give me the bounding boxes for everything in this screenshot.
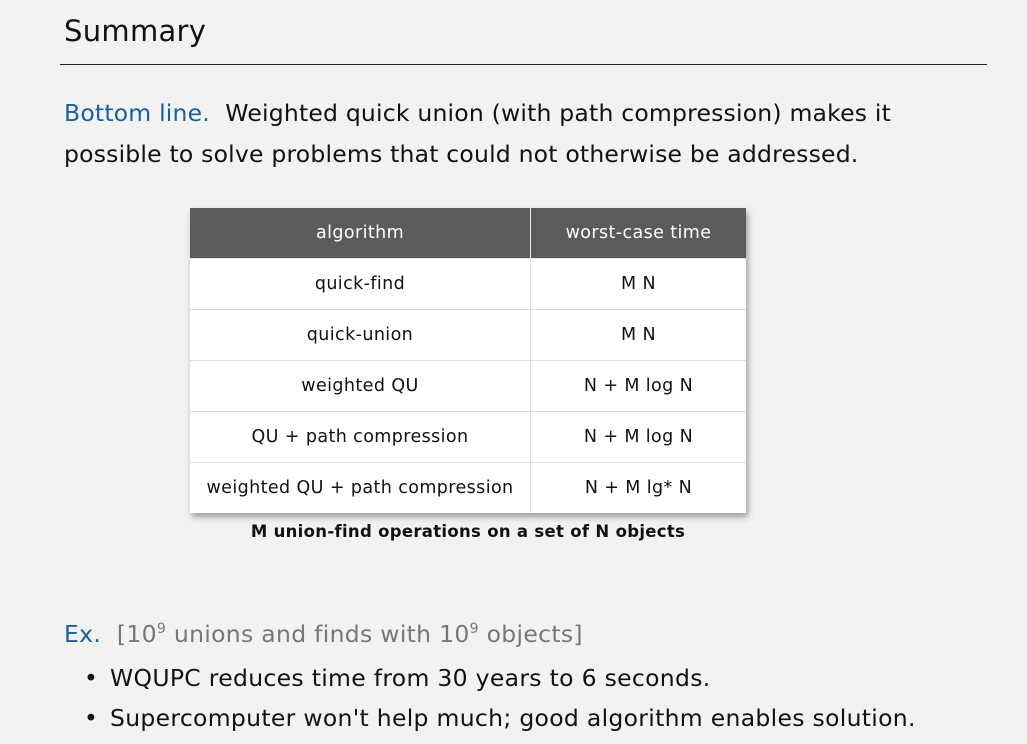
example-bracket-open: [10 <box>116 620 157 648</box>
table-header-row: algorithm worst-case time <box>190 208 746 259</box>
bullet-icon: • <box>84 664 99 692</box>
table-row: QU + path compression N + M log N <box>190 411 746 463</box>
column-header-algorithm: algorithm <box>190 208 531 259</box>
list-item: • Supercomputer won't help much; good alg… <box>84 700 916 740</box>
page-title: Summary <box>64 14 207 48</box>
bottom-line-label: Bottom line. <box>64 99 210 127</box>
complexity-table: algorithm worst-case time quick-find M N… <box>190 208 746 513</box>
example-bracket: [109 unions and finds with 109 objects] <box>117 620 583 648</box>
table-row: quick-find M N <box>190 258 746 310</box>
example-label: Ex. <box>64 620 102 648</box>
example-mid-text: unions and finds with 10 <box>166 620 470 648</box>
algorithm-cell: weighted QU + path compression <box>190 462 531 513</box>
list-item: • WQUPC reduces time from 30 years to 6 s… <box>84 660 916 700</box>
table-caption: M union-find operations on a set of N ob… <box>250 522 686 541</box>
example-bullet-list: • WQUPC reduces time from 30 years to 6 s… <box>84 660 916 740</box>
time-cell: N + M lg* N <box>530 462 746 513</box>
time-cell: N + M log N <box>530 360 746 412</box>
table-row: weighted QU + path compression N + M lg*… <box>190 462 746 513</box>
bottom-line-paragraph: Bottom line. Weighted quick union (with … <box>64 93 964 175</box>
exponent-2: 9 <box>469 621 479 637</box>
algorithm-cell: quick-find <box>190 258 531 310</box>
time-cell: M N <box>530 309 746 361</box>
table-row: weighted QU N + M log N <box>190 360 746 412</box>
algorithm-cell: weighted QU <box>190 360 531 412</box>
bullet-text: Supercomputer won't help much; good algo… <box>110 704 916 732</box>
bullet-text: WQUPC reduces time from 30 years to 6 se… <box>110 664 711 692</box>
title-rule <box>60 64 987 65</box>
bullet-icon: • <box>84 704 99 732</box>
bottom-line-text-2: possible to solve problems that could no… <box>64 140 859 168</box>
algorithm-cell: quick-union <box>190 309 531 361</box>
table-row: quick-union M N <box>190 309 746 361</box>
algorithm-cell: QU + path compression <box>190 411 531 463</box>
exponent-1: 9 <box>156 621 167 637</box>
example-bracket-close: objects] <box>478 620 583 648</box>
bottom-line-text-1: Weighted quick union (with path compress… <box>225 99 892 127</box>
column-header-worst-case-time: worst-case time <box>530 208 746 259</box>
time-cell: N + M log N <box>530 411 746 463</box>
example-line: Ex. [109 unions and finds with 109 objec… <box>64 620 583 648</box>
time-cell: M N <box>530 258 746 310</box>
